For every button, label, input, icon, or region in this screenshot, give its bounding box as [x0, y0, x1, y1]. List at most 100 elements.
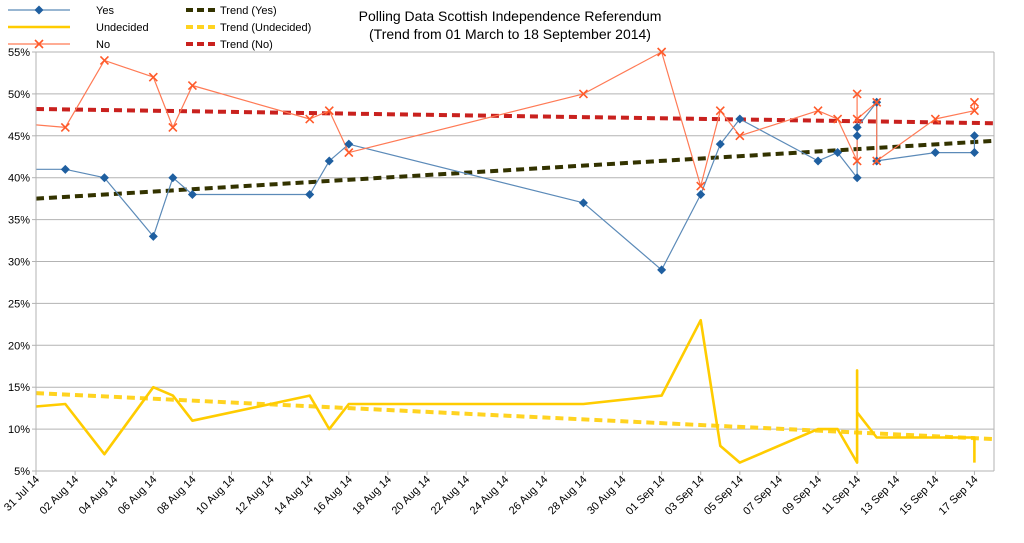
series-line: [35, 318, 976, 464]
data-point: [305, 114, 315, 124]
data-point: [148, 72, 158, 82]
y-tick-label: 40%: [8, 173, 30, 185]
chart-subtitle: (Trend from 01 March to 18 September 201…: [369, 26, 651, 42]
y-tick-label: 30%: [8, 257, 30, 269]
x-tick-label: 18 Aug 14: [351, 474, 395, 518]
data-point: [305, 189, 315, 199]
data-point: [735, 114, 745, 124]
data-point: [852, 131, 862, 141]
data-point: [930, 114, 940, 124]
data-point: [833, 114, 843, 124]
data-point: [657, 265, 667, 275]
x-tick-label: 02 Aug 14: [38, 474, 82, 518]
y-tick-label: 15%: [8, 382, 30, 394]
x-tick-label: 05 Sep 14: [702, 474, 746, 518]
data-point: [735, 131, 745, 141]
data-point: [852, 173, 862, 183]
data-point: [969, 131, 979, 141]
data-point: [852, 114, 862, 124]
data-point: [813, 106, 823, 116]
data-point: [99, 55, 109, 65]
series-lines: [35, 51, 976, 464]
data-point: [696, 181, 706, 191]
x-tick-label: 16 Aug 14: [311, 474, 355, 518]
data-point: [324, 106, 334, 116]
y-tick-label: 55%: [8, 47, 30, 59]
data-point: [344, 147, 354, 158]
data-point: [852, 122, 862, 132]
x-tick-label: 22 Aug 14: [429, 474, 473, 518]
x-tick-label: 20 Aug 14: [390, 474, 434, 518]
x-tick-label: 03 Sep 14: [663, 474, 707, 518]
series-markers: [60, 47, 980, 275]
trend-line: [35, 106, 995, 126]
data-point: [969, 148, 979, 158]
legend-label: Trend (Yes): [220, 5, 277, 17]
data-point: [872, 156, 882, 166]
y-tick-label: 45%: [8, 131, 30, 143]
trend-lines: [35, 106, 995, 442]
y-tick-label: 50%: [8, 89, 30, 101]
legend-label: Trend (Undecided): [220, 22, 311, 34]
data-point: [344, 139, 354, 149]
y-tick-label: 35%: [8, 215, 30, 227]
x-tick-label: 28 Aug 14: [546, 474, 590, 518]
x-tick-label: 04 Aug 14: [77, 474, 121, 518]
y-tick-label: 25%: [8, 298, 30, 310]
data-point: [168, 173, 178, 183]
legend-label: Trend (No): [220, 39, 273, 51]
trend-line: [35, 391, 995, 442]
legend-label: Yes: [96, 5, 114, 17]
data-point: [833, 148, 843, 158]
x-tick-label: 13 Sep 14: [858, 474, 902, 518]
data-point: [60, 122, 70, 132]
data-point: [148, 231, 158, 241]
data-point: [34, 39, 44, 49]
data-point: [187, 80, 197, 91]
x-tick-label: 15 Sep 14: [898, 474, 942, 518]
grid: [36, 51, 994, 472]
data-point: [930, 148, 940, 158]
x-tick-label: 31 Jul 14: [2, 474, 42, 514]
data-point: [168, 122, 178, 132]
data-point: [852, 156, 862, 166]
data-point: [696, 189, 706, 199]
data-point: [578, 198, 588, 208]
x-tick-label: 07 Sep 14: [741, 474, 785, 518]
chart-title: Polling Data Scottish Independence Refer…: [359, 8, 662, 24]
data-point: [872, 97, 882, 107]
data-point: [657, 47, 667, 57]
data-point: [969, 97, 980, 107]
data-point: [715, 139, 725, 149]
series-line: [36, 101, 976, 271]
legend-label: No: [96, 39, 110, 51]
data-point: [324, 156, 334, 166]
y-tick-label: 20%: [8, 340, 30, 352]
x-tick-label: 14 Aug 14: [272, 474, 316, 518]
data-point: [187, 189, 197, 199]
legend: Yes Trend (Yes) Undecided Trend (Undecided)…: [8, 5, 311, 51]
trend-line: [35, 138, 995, 201]
x-tick-label: 24 Aug 14: [468, 474, 512, 518]
x-tick-label: 30 Aug 14: [585, 474, 629, 518]
x-tick-label: 08 Aug 14: [155, 474, 199, 518]
x-tick-label: 12 Aug 14: [233, 474, 277, 518]
data-point: [578, 89, 588, 99]
x-tick-label: 09 Sep 14: [780, 474, 824, 518]
y-tick-label: 5%: [14, 466, 30, 478]
data-point: [969, 106, 980, 116]
x-tick-label: 06 Aug 14: [116, 474, 160, 518]
series-line: [35, 51, 976, 187]
x-tick-label: 26 Aug 14: [507, 474, 551, 518]
x-tick-label: 17 Sep 14: [937, 474, 981, 518]
data-point: [813, 156, 823, 166]
data-point: [34, 5, 44, 15]
x-tick-label: 11 Sep 14: [820, 474, 863, 517]
data-point: [852, 89, 862, 99]
data-point: [60, 164, 70, 174]
x-tick-label: 01 Sep 14: [624, 474, 668, 518]
x-tick-label: 10 Aug 14: [194, 474, 238, 518]
data-point: [99, 173, 109, 183]
